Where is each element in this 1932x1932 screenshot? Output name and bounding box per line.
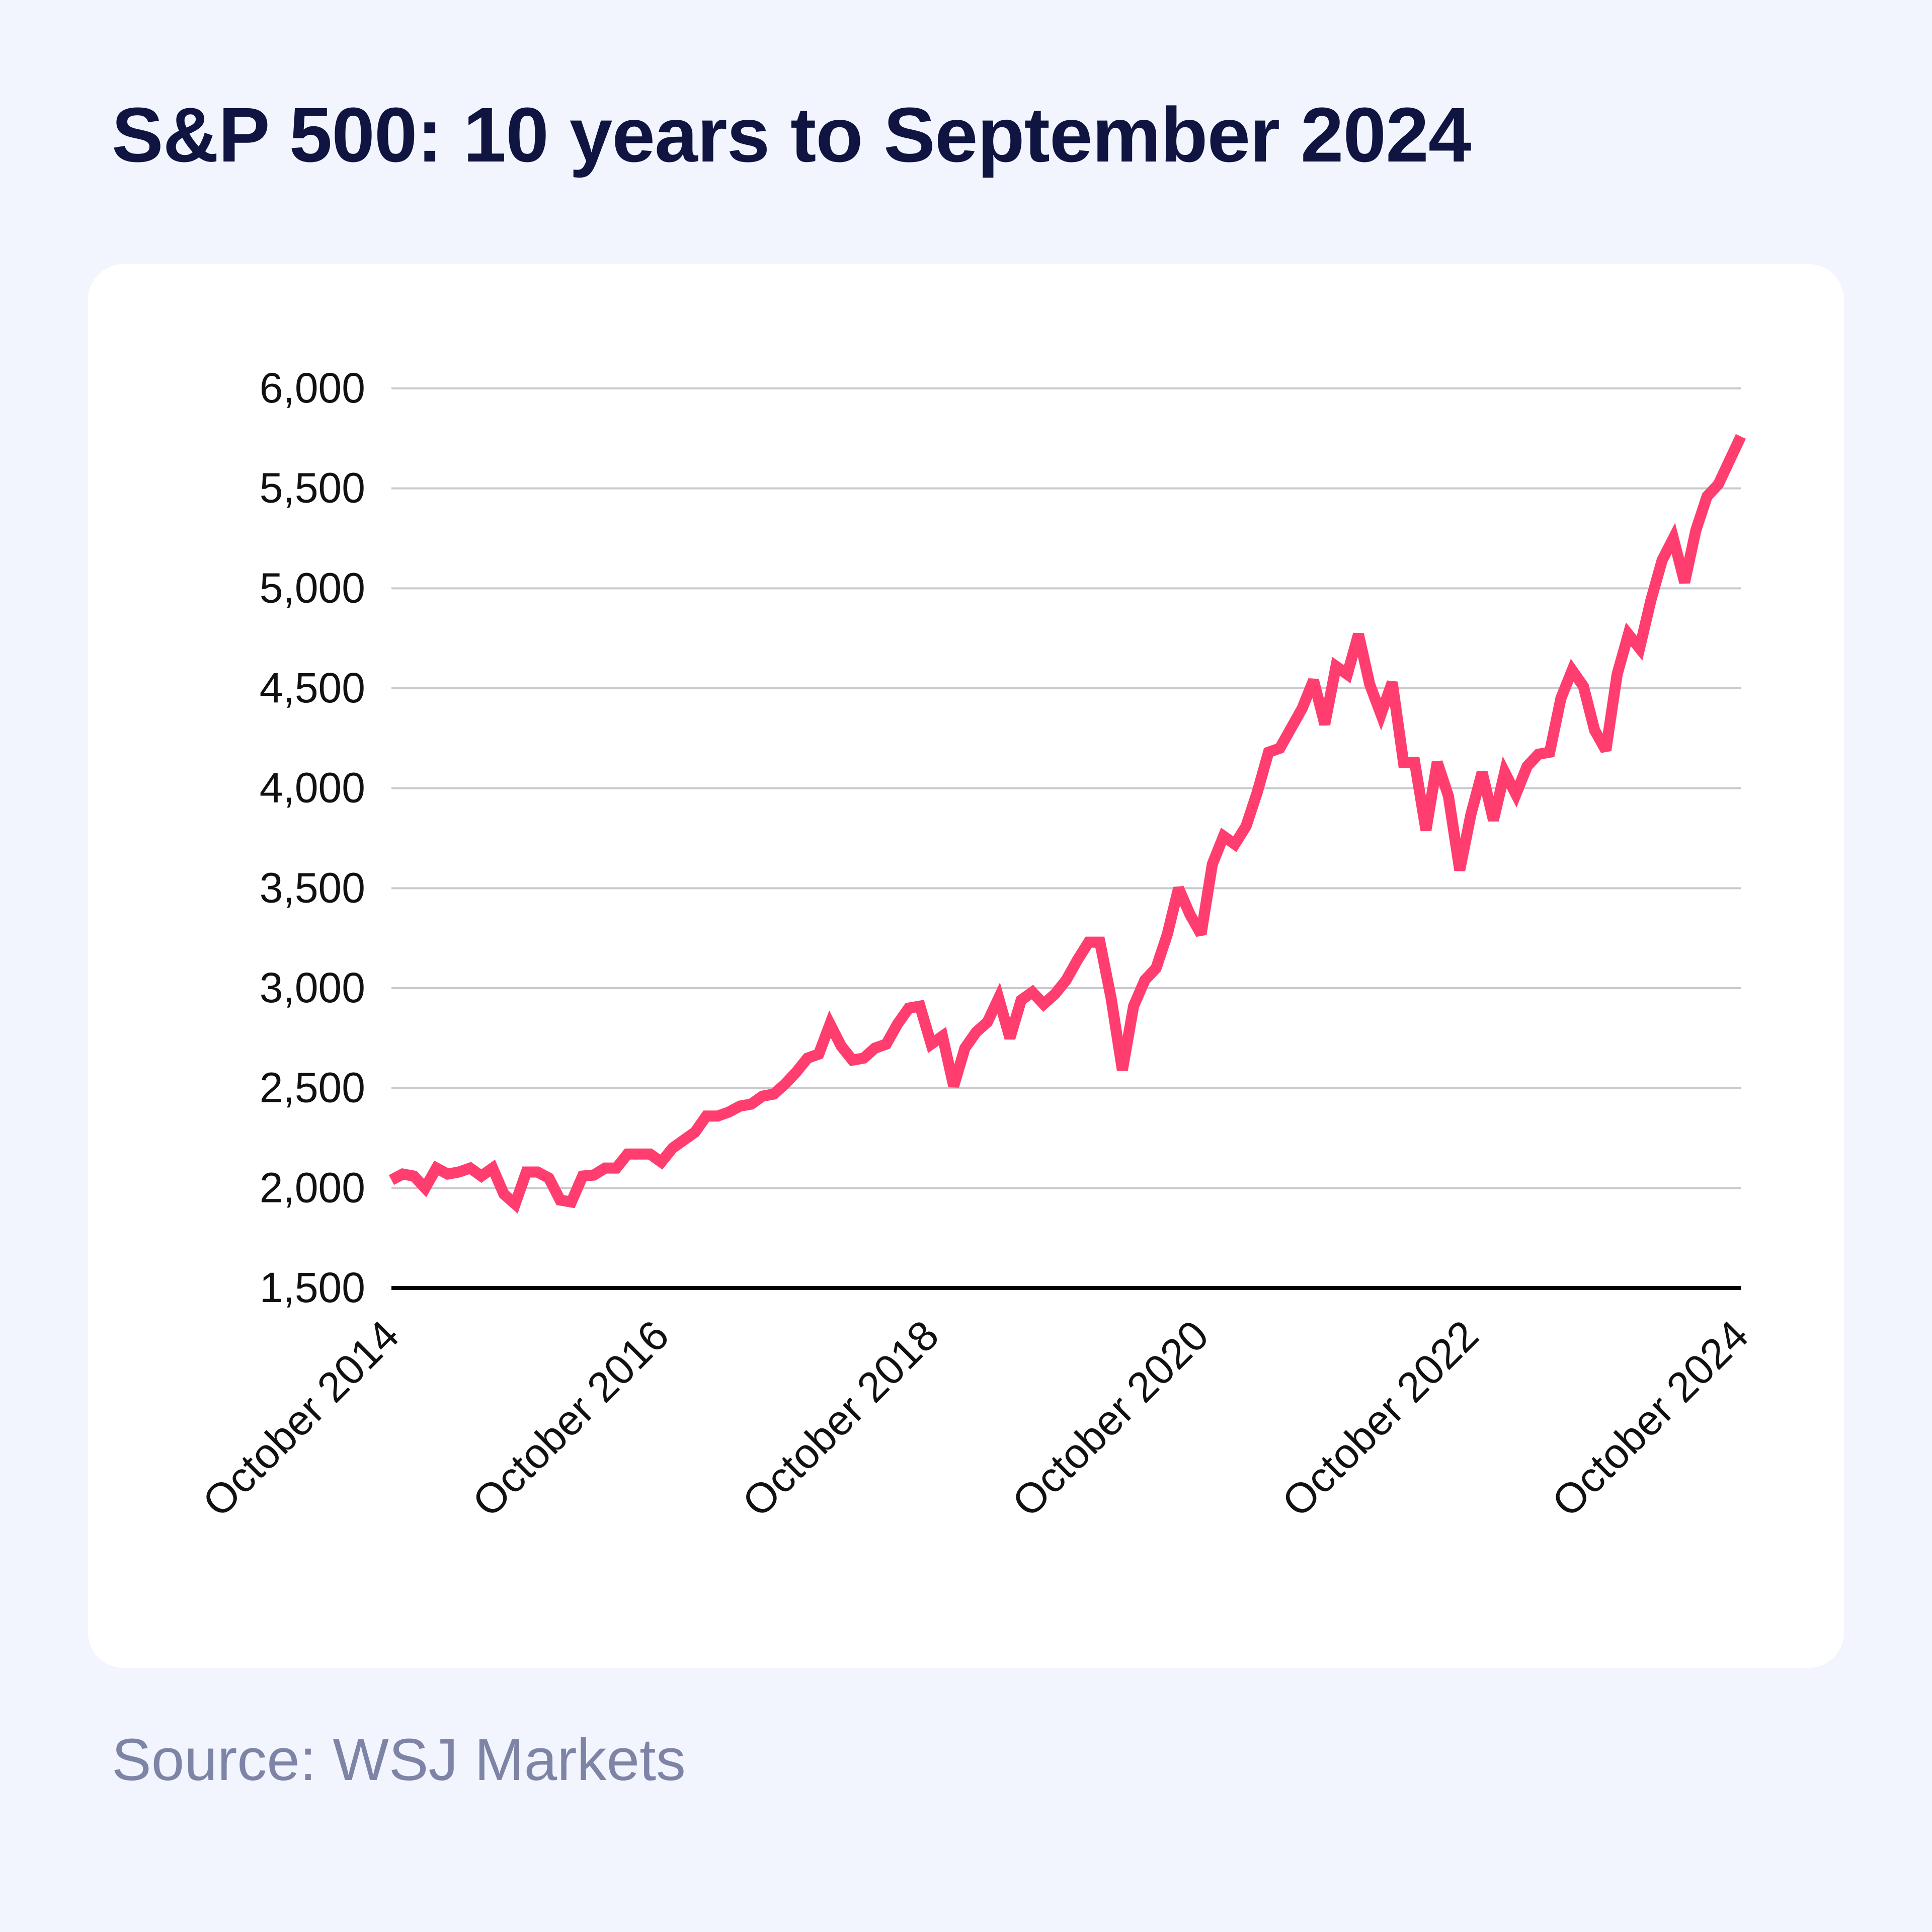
y-tick-label: 1,500 — [260, 1264, 365, 1311]
x-tick-label: October 2018 — [733, 1311, 947, 1525]
y-tick-label: 3,500 — [260, 864, 365, 911]
x-tick-label: October 2024 — [1543, 1311, 1757, 1525]
y-axis: 1,500 2,000 2,500 3,000 3,500 4,000 4,500 5,000… — [260, 364, 1741, 1311]
y-tick-label: 6,000 — [260, 364, 365, 412]
y-tick-label: 5,500 — [260, 464, 365, 512]
series-layer — [388, 434, 1746, 1214]
chart-card — [88, 264, 1844, 1668]
y-tick-label: 2,000 — [260, 1164, 365, 1211]
x-tick-label: October 2016 — [463, 1311, 678, 1525]
source-note: Source: WSJ Markets — [112, 1727, 686, 1793]
gridlines — [391, 387, 1741, 1189]
y-tick-label: 5,000 — [260, 564, 365, 611]
x-axis: October 2014 October 2016 October 2018 Octo… — [193, 1311, 1757, 1525]
x-tick-label: October 2020 — [1003, 1311, 1218, 1525]
chart-title: S&P 500: 10 years to September 2024 — [112, 92, 1472, 178]
x-tick-label: October 2014 — [193, 1311, 408, 1525]
y-tick-label: 4,000 — [260, 764, 365, 812]
y-tick-label: 4,500 — [260, 664, 365, 711]
y-tick-label: 3,000 — [260, 964, 365, 1011]
series-line — [388, 434, 1746, 1214]
x-tick-label: October 2022 — [1273, 1311, 1487, 1525]
y-tick-label: 2,500 — [260, 1064, 365, 1111]
